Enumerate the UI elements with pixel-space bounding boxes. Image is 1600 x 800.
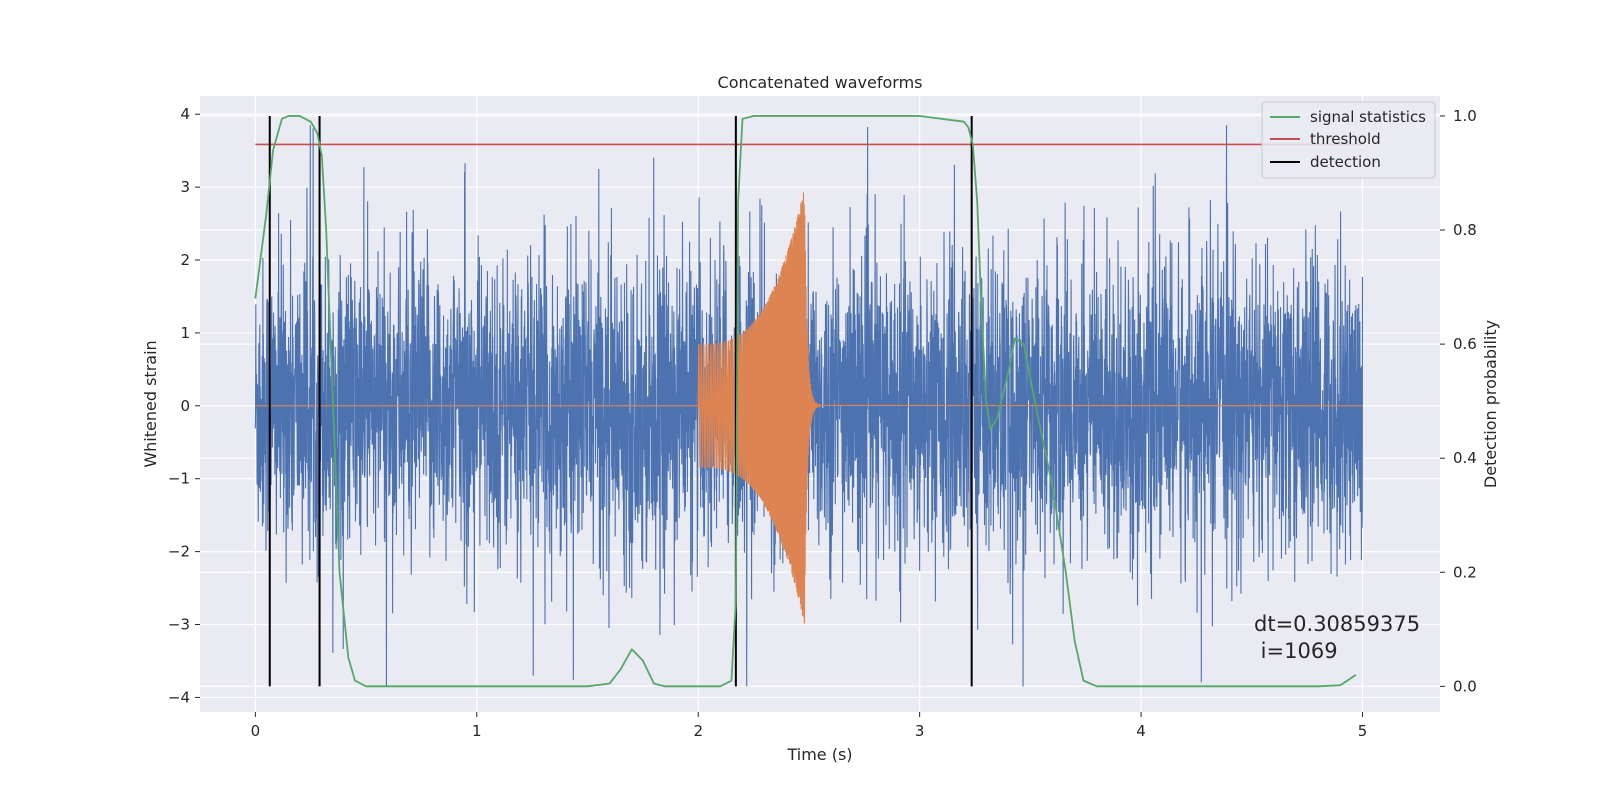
y-tick-label: 3	[180, 178, 190, 196]
x-tick-label: 0	[251, 722, 261, 740]
legend-label-threshold: threshold	[1310, 130, 1381, 148]
y-tick-label: 1	[180, 324, 190, 342]
y-tick-label: 2	[180, 251, 190, 269]
y2-tick-label: 0.4	[1453, 449, 1477, 467]
signal-statistics-line	[254, 115, 1357, 688]
y-tick-label: −1	[168, 470, 190, 488]
y2-tick-label: 0.2	[1453, 563, 1477, 581]
annotation-dt: dt=0.30859375	[1254, 612, 1420, 636]
x-tick-label: 4	[1136, 722, 1146, 740]
y-tick-label: −4	[168, 688, 190, 706]
legend-label-signal-statistics: signal statistics	[1310, 108, 1426, 126]
x-tick-label: 2	[693, 722, 703, 740]
chart-title: Concatenated waveforms	[718, 73, 923, 92]
chirp-series	[255, 192, 1363, 624]
right-axis-series	[254, 115, 1363, 688]
legend: signal statistics threshold detection	[1261, 101, 1436, 179]
legend-box	[1261, 101, 1436, 179]
ticks: 0 1 2 3 4 5 −4 −3 −2 −1 0 1 2 3 4 0.0 0.2 0.4 0.6 0.8 1.0	[168, 105, 1477, 740]
chirp-line	[255, 192, 1363, 624]
y2-tick-label: 0.8	[1453, 221, 1477, 239]
legend-label-detection: detection	[1310, 153, 1381, 171]
y2-axis-label: Detection probability	[1481, 320, 1500, 488]
y2-tick-label: 1.0	[1453, 107, 1477, 125]
x-tick-label: 1	[472, 722, 482, 740]
y-tick-label: −2	[168, 543, 190, 561]
y-axis-label: Whitened strain	[141, 340, 160, 467]
x-tick-label: 5	[1358, 722, 1368, 740]
y2-tick-label: 0.0	[1453, 677, 1477, 695]
x-tick-label: 3	[915, 722, 925, 740]
x-axis-label: Time (s)	[786, 745, 852, 764]
y-tick-label: −3	[168, 616, 190, 634]
annotation-i: i=1069	[1254, 639, 1338, 663]
y2-tick-label: 0.6	[1453, 335, 1477, 353]
y-tick-label: 0	[180, 397, 190, 415]
y-tick-label: 4	[180, 105, 190, 123]
